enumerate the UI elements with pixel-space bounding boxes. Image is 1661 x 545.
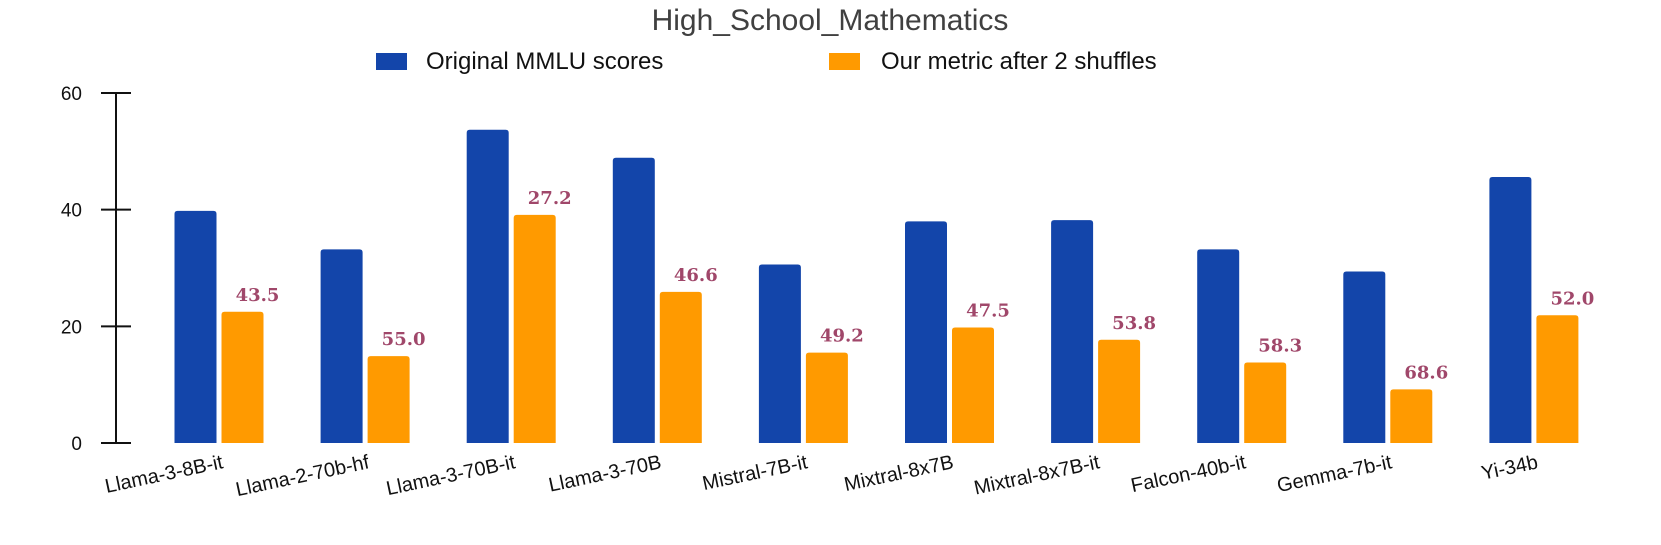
bar-original-3: [612, 157, 655, 443]
x-tick-label-3: Llama-3-70B: [547, 451, 664, 496]
bar-shuffled-0: [221, 311, 264, 443]
legend-label-shuffled: Our metric after 2 shuffles: [881, 48, 1157, 75]
bar-shuffled-1: [367, 356, 410, 443]
x-tick-label-4: Mistral-7B-it: [701, 451, 810, 495]
data-label-8: 68.6: [1404, 362, 1448, 383]
bar-original-6: [1051, 220, 1094, 443]
bar-original-8: [1343, 271, 1386, 443]
legend: Original MMLU scores Our metric after 2 …: [376, 48, 1157, 75]
data-label-7: 58.3: [1258, 336, 1302, 357]
y-axis: 0 20 40 60: [61, 84, 131, 455]
bar-original-0: [174, 210, 217, 443]
y-tick-label: 0: [71, 434, 82, 455]
x-tick-label-1: Llama-2-70b-hf: [234, 451, 372, 501]
bar-shuffled-4: [805, 352, 848, 443]
data-label-6: 53.8: [1112, 313, 1156, 334]
x-tick-label-9: Yi-34b: [1480, 451, 1540, 484]
y-tick-label: 60: [61, 84, 82, 105]
x-tick-label-7: Falcon-40b-it: [1129, 451, 1248, 497]
bar-original-9: [1489, 177, 1532, 443]
x-tick-label-2: Llama-3-70B-it: [384, 451, 517, 500]
x-tick-label-8: Gemma-7b-it: [1275, 451, 1394, 497]
y-tick-label: 20: [61, 317, 82, 338]
bar-original-2: [466, 129, 509, 443]
bar-shuffled-5: [952, 327, 994, 443]
x-tick-label-0: Llama-3-8B-it: [103, 451, 225, 498]
data-label-1: 55.0: [382, 329, 426, 350]
y-tick-label: 40: [61, 201, 82, 222]
data-label-2: 27.2: [528, 188, 572, 209]
bar-shuffled-7: [1244, 362, 1287, 443]
legend-label-original: Original MMLU scores: [426, 48, 663, 75]
data-label-3: 46.6: [674, 265, 718, 286]
legend-swatch-shuffled: [829, 53, 860, 70]
data-label-5: 47.5: [966, 301, 1010, 322]
legend-swatch-original: [376, 53, 407, 70]
bar-shuffled-3: [659, 291, 702, 443]
bar-original-7: [1197, 249, 1240, 443]
x-tick-label-6: Mixtral-8x7B-it: [972, 451, 1102, 499]
bar-original-1: [320, 249, 363, 443]
data-label-4: 49.2: [820, 326, 864, 347]
bar-shuffled-2: [513, 214, 556, 443]
bars: [174, 129, 1579, 443]
data-label-0: 43.5: [236, 285, 280, 306]
x-axis-labels: Llama-3-8B-it Llama-2-70b-hf Llama-3-70B-i…: [103, 451, 1540, 501]
bar-shuffled-6: [1098, 339, 1141, 443]
data-labels: 43.5 55.0 27.2 46.6 49.2 47.5 53.8 58.3 68.6 52.0: [236, 188, 1595, 383]
chart-title: High_School_Mathematics: [652, 4, 1009, 37]
bar-shuffled-8: [1390, 389, 1433, 443]
bar-shuffled-9: [1536, 315, 1579, 443]
bar-original-5: [905, 221, 947, 443]
bar-original-4: [758, 264, 801, 443]
data-label-9: 52.0: [1550, 288, 1594, 309]
x-tick-label-5: Mixtral-8x7B: [842, 451, 955, 496]
